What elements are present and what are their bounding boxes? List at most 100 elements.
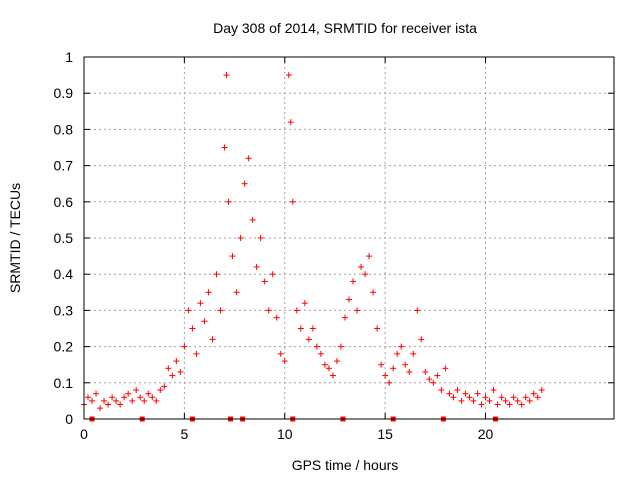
data-point (181, 343, 188, 350)
data-point (362, 271, 369, 278)
data-point (201, 318, 208, 325)
data-point (374, 325, 381, 332)
y-tick-label: 0.3 (54, 302, 74, 318)
grid-lines (84, 57, 614, 419)
data-point (257, 235, 264, 241)
data-point (225, 198, 232, 205)
data-point (193, 350, 200, 357)
data-point (526, 397, 533, 404)
data-point (297, 325, 304, 332)
data-point (229, 253, 236, 260)
data-point (422, 368, 429, 375)
y-axis-label: SRMTID / TECUs (7, 183, 23, 293)
data-point (510, 394, 517, 401)
data-point (378, 361, 385, 368)
data-point (309, 325, 316, 332)
data-point (113, 397, 120, 404)
data-point (109, 394, 116, 401)
data-point (233, 289, 240, 296)
data-point (101, 397, 108, 404)
data-point (141, 397, 148, 404)
data-point (253, 263, 260, 270)
data-point (321, 361, 328, 368)
data-point (117, 401, 124, 408)
data-point (494, 401, 501, 408)
data-point (209, 336, 216, 343)
data-point (450, 394, 457, 401)
data-point (466, 394, 473, 401)
data-point (354, 307, 361, 314)
data-point (333, 358, 340, 365)
data-point (245, 155, 252, 162)
data-point (223, 72, 230, 79)
data-point (317, 350, 324, 357)
data-point (462, 390, 469, 397)
data-point (161, 383, 168, 390)
data-point (277, 350, 284, 357)
data-point (217, 307, 224, 314)
data-point (305, 336, 312, 343)
data-point (249, 216, 256, 223)
data-point (285, 72, 292, 79)
data-point (189, 325, 196, 332)
y-tick-label: 0 (65, 411, 73, 427)
data-point (89, 397, 96, 404)
data-point (185, 307, 192, 314)
y-tick-label: 0.7 (54, 158, 74, 174)
data-point (410, 350, 417, 357)
y-tick-label: 1 (65, 49, 73, 65)
data-point (281, 358, 288, 365)
data-point (133, 387, 140, 394)
data-point (85, 394, 92, 401)
x-tick-label: 0 (80, 426, 88, 442)
data-point (325, 365, 332, 372)
y-tick-label: 0.4 (54, 266, 74, 282)
data-point (474, 390, 481, 397)
data-point (426, 376, 433, 383)
data-point (105, 401, 112, 408)
data-point (478, 401, 485, 408)
axis-ticks: 00.10.20.30.40.50.60.70.80.910 5 10 15 20 (54, 49, 614, 442)
data-point (370, 289, 377, 296)
data-point (514, 397, 521, 404)
data-point (241, 180, 248, 187)
data-point (518, 401, 525, 408)
data-point (289, 198, 296, 205)
data-point (341, 314, 348, 321)
data-point (394, 350, 401, 357)
data-point (125, 390, 132, 397)
data-point (261, 278, 268, 285)
data-point (350, 278, 357, 285)
data-point (442, 365, 449, 372)
data-point (197, 300, 204, 307)
data-point (438, 387, 445, 394)
data-point (434, 372, 441, 379)
data-point (177, 368, 184, 375)
data-point (538, 387, 545, 394)
data-point (470, 397, 477, 404)
y-tick-label: 0.6 (54, 194, 74, 210)
data-point (329, 372, 336, 379)
data-point (390, 365, 397, 372)
y-tick-label: 0.9 (54, 85, 74, 101)
y-tick-label: 0.5 (54, 230, 74, 246)
data-point (498, 394, 505, 401)
data-point (398, 343, 405, 350)
x-axis-label: GPS time / hours (292, 457, 399, 473)
x-tick-label: 5 (180, 426, 188, 442)
data-point (237, 235, 244, 241)
data-point (173, 358, 180, 365)
data-point (506, 401, 513, 408)
data-point (366, 253, 373, 260)
x-tick-label: 10 (277, 426, 293, 442)
data-point (446, 390, 453, 397)
data-point (149, 394, 156, 401)
data-point (502, 397, 509, 404)
data-points (81, 72, 545, 412)
data-point (418, 336, 425, 343)
data-point (205, 289, 212, 296)
data-point (482, 394, 489, 401)
data-point (293, 307, 300, 314)
data-point (213, 271, 220, 278)
data-point (346, 296, 352, 303)
